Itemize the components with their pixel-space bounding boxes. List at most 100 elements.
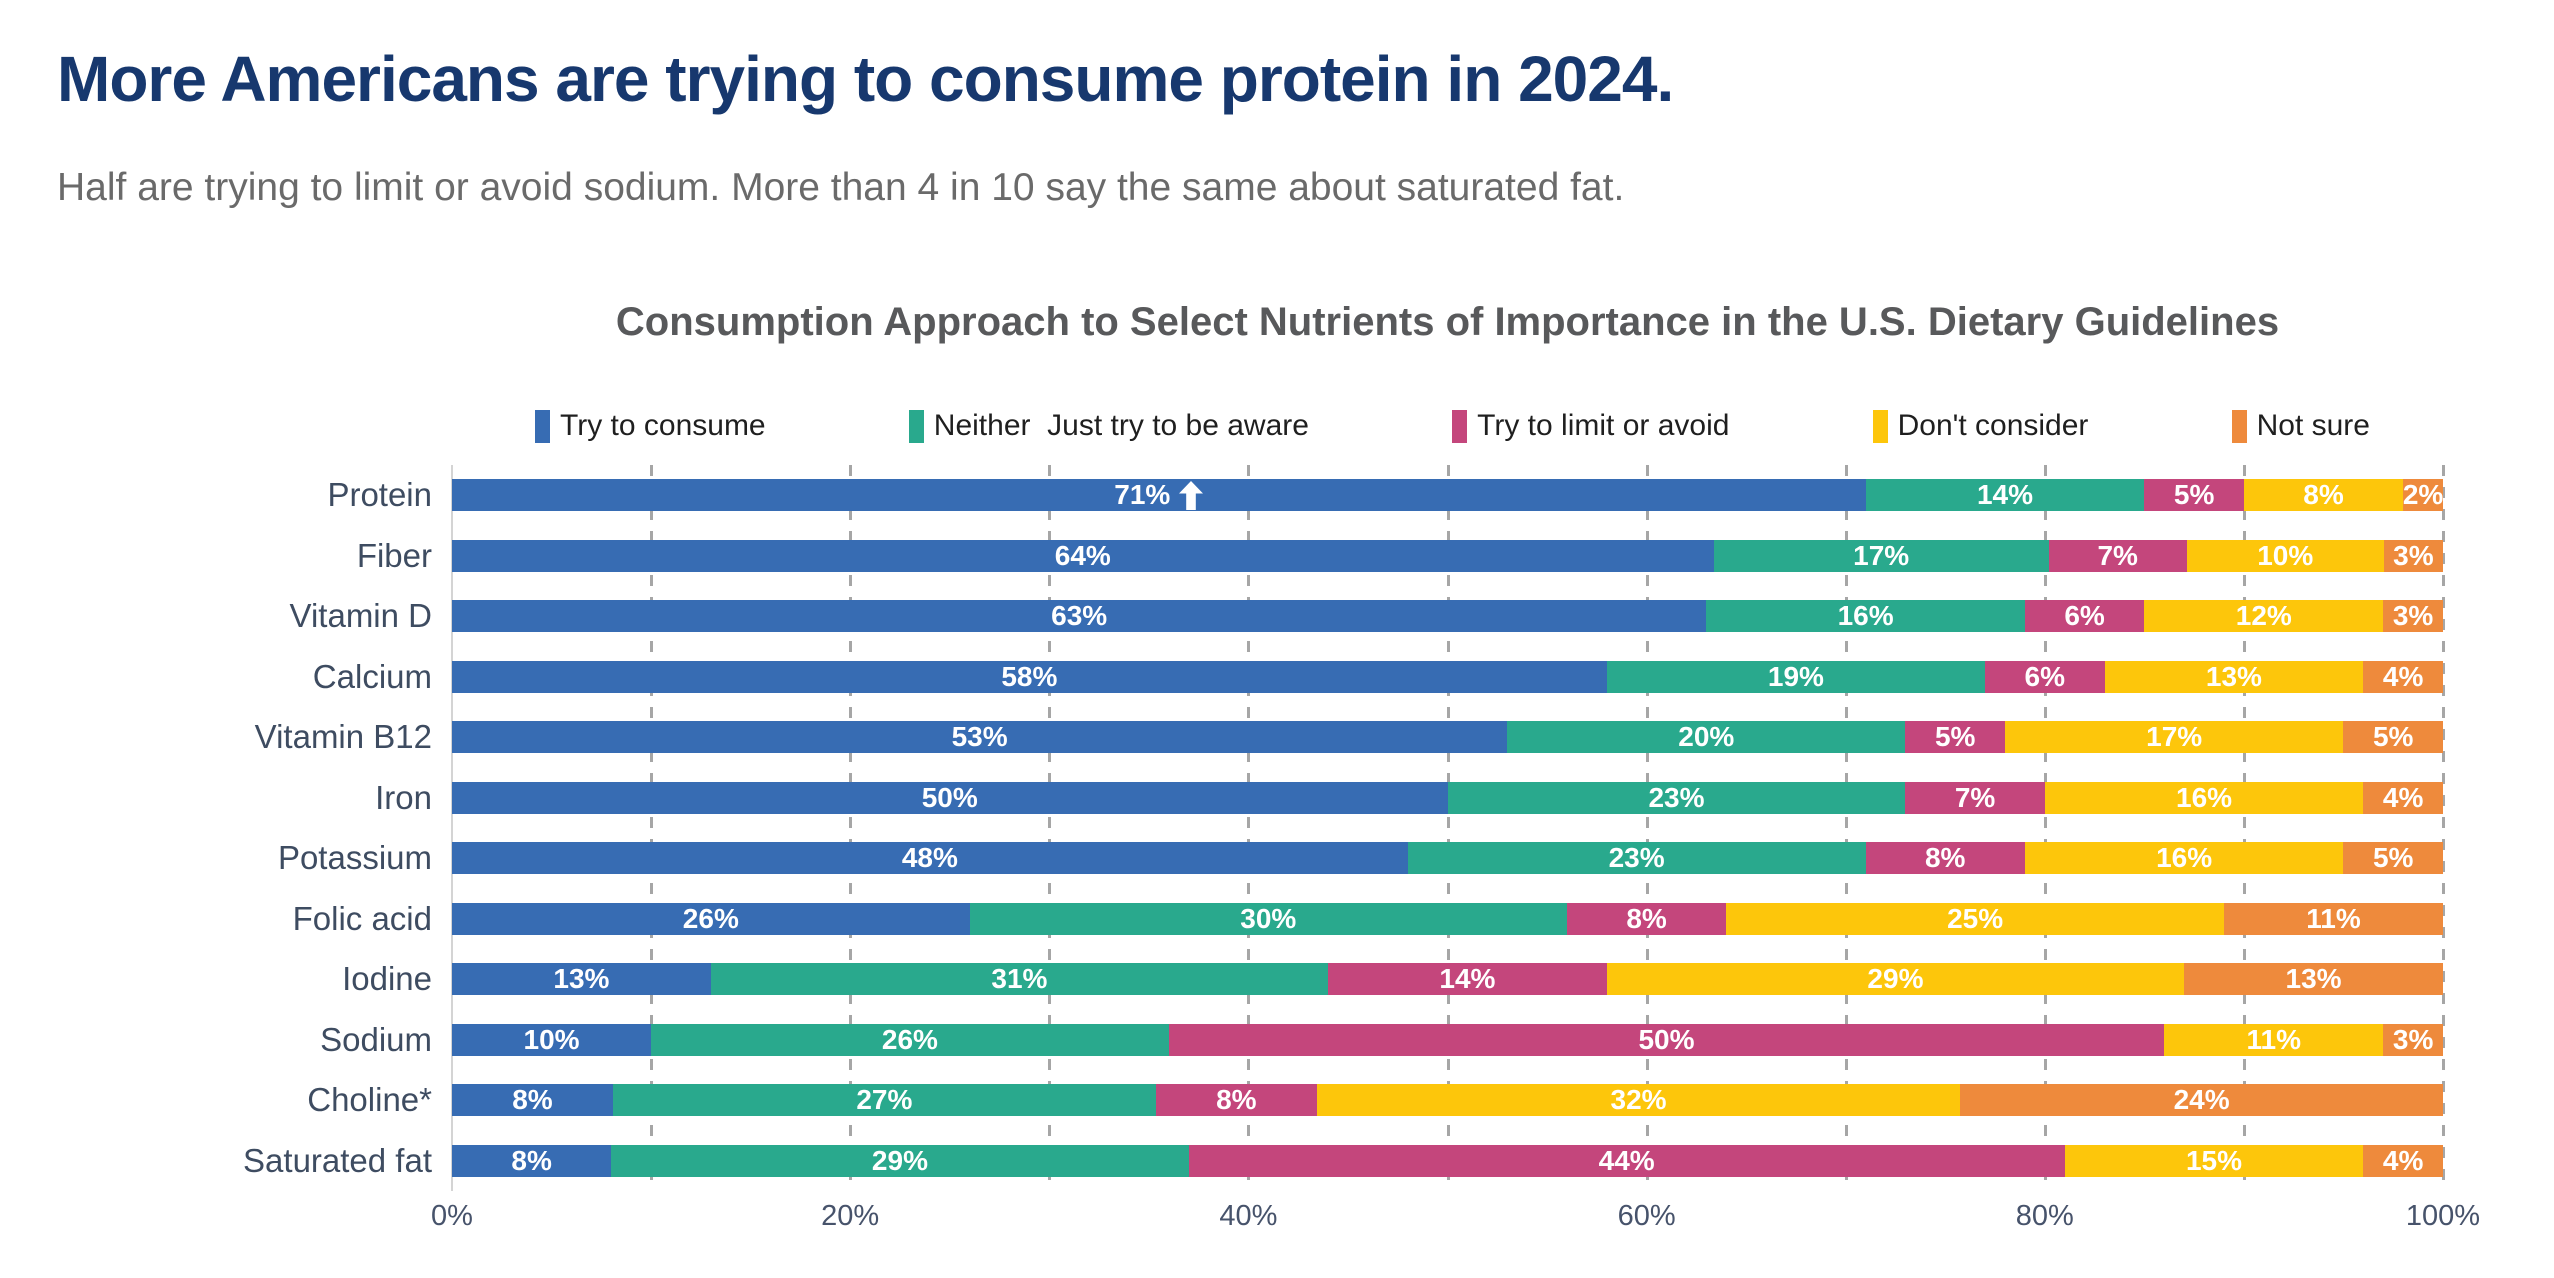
- bar-segment: 8%: [452, 1144, 612, 1177]
- bar-segment: 71%: [452, 479, 1866, 511]
- segment-value-label: 4%: [2382, 660, 2424, 692]
- segment-value-label: 32%: [1610, 1084, 1667, 1115]
- legend-item: Neither Just try to be aware: [908, 409, 1309, 443]
- legend-item: Try to consume: [535, 409, 766, 443]
- legend-swatch-icon: [908, 409, 924, 443]
- segment-value-label: 25%: [1947, 902, 2004, 934]
- bar-segment: 5%: [1905, 721, 2005, 753]
- bar-segment: 8%: [1155, 1084, 1317, 1116]
- bar-segment: 50%: [1168, 1023, 2165, 1056]
- bar-segment: 8%: [2243, 479, 2404, 511]
- segment-value-label: 13%: [553, 963, 610, 994]
- x-axis-tick-label: 40%: [1219, 1200, 1278, 1232]
- bar-segment: 26%: [452, 902, 970, 935]
- x-axis-tick-label: 20%: [821, 1200, 880, 1232]
- category-label: Iron: [375, 778, 432, 816]
- up-arrow-icon: [1179, 480, 1204, 510]
- legend-item: Don't consider: [1872, 409, 2088, 443]
- segment-value-label: 27%: [856, 1084, 913, 1115]
- category-label: Sodium: [320, 1020, 432, 1058]
- segment-value-label: 11%: [2306, 902, 2361, 934]
- bar-segment: 31%: [710, 963, 1329, 995]
- segment-value-label: 10%: [2257, 539, 2314, 571]
- segment-value-label: 5%: [1934, 721, 1976, 752]
- bar-segment: 25%: [1726, 902, 2224, 935]
- segment-value-label: 2%: [2402, 479, 2444, 510]
- bar-segment: 26%: [651, 1023, 1169, 1056]
- segment-value-label: 3%: [2393, 539, 2434, 571]
- bar-segment: 7%: [2048, 539, 2187, 572]
- bar-segment: 48%: [452, 842, 1408, 874]
- segment-value-label: 5%: [2173, 479, 2215, 510]
- segment-value-label: 17%: [1853, 539, 1910, 571]
- bar-row: 63% 16% 6% 12% 3%: [452, 600, 2443, 632]
- bar-segment: 2%: [2403, 479, 2443, 511]
- bar-row: 50% 23% 7% 16% 4%: [452, 781, 2443, 814]
- legend-item-label: Try to limit or avoid: [1477, 409, 1730, 442]
- bar-row: 58% 19% 6% 13% 4%: [452, 660, 2443, 693]
- segment-value-label: 14%: [1439, 963, 1496, 994]
- category-label: Fiber: [356, 536, 432, 574]
- legend-item-label: Try to consume: [560, 409, 766, 442]
- category-label: Vitamin D: [289, 597, 432, 635]
- segment-value-label: 8%: [511, 1144, 552, 1176]
- bar-segment: 6%: [1985, 660, 2105, 693]
- segment-value-label: 8%: [1626, 902, 1667, 934]
- bar-segment: 8%: [452, 1084, 613, 1116]
- bar-row: 10% 26% 50% 11% 3%: [452, 1023, 2443, 1056]
- bar-segment: 44%: [1188, 1144, 2065, 1177]
- category-label: Saturated fat: [243, 1141, 432, 1179]
- segment-value-label: 13%: [2285, 963, 2342, 994]
- bar-segment: 20%: [1507, 721, 1906, 753]
- bar-row: 26% 30% 8% 25% 11%: [452, 902, 2443, 935]
- bar-segment: 13%: [2184, 963, 2443, 995]
- segment-value-label: 24%: [2173, 1084, 2230, 1115]
- category-label: Calcium: [312, 657, 432, 695]
- segment-value-label: 11%: [2246, 1023, 2302, 1055]
- bar-segment: 4%: [2363, 660, 2443, 693]
- legend-item: Try to limit or avoid: [1452, 409, 1729, 443]
- category-label: Folic acid: [292, 899, 432, 937]
- segment-value-label: 4%: [2382, 781, 2424, 813]
- legend-swatch-icon: [1452, 409, 1468, 443]
- gridline: [1048, 465, 1052, 1191]
- segment-value-label: 6%: [2024, 660, 2065, 692]
- bar-segment: 3%: [2383, 1023, 2443, 1056]
- segment-value-label: 50%: [1638, 1023, 1695, 1055]
- segment-value-label: 14%: [1976, 479, 2033, 510]
- segment-value-label: 71%: [1114, 479, 1204, 511]
- bar-segment: 13%: [452, 963, 711, 995]
- legend-swatch-icon: [535, 409, 550, 443]
- bar-segment: 23%: [1407, 842, 1866, 874]
- segment-value-label: 20%: [1678, 721, 1735, 752]
- bar-segment: 24%: [1960, 1084, 2443, 1116]
- segment-value-label: 8%: [1216, 1084, 1257, 1115]
- bar-segment: 10%: [2186, 539, 2384, 572]
- segment-value-label: 31%: [991, 963, 1048, 994]
- bar-segment: 16%: [2024, 842, 2344, 874]
- segment-value-label: 8%: [512, 1084, 553, 1115]
- segment-value-label: 6%: [2064, 600, 2105, 631]
- x-axis-tick-label: 80%: [2015, 1200, 2074, 1232]
- segment-value-label: 15%: [2185, 1144, 2243, 1176]
- bar-segment: 12%: [2144, 600, 2384, 632]
- segment-value-label: 58%: [1001, 660, 1058, 692]
- bar-segment: 7%: [1905, 781, 2045, 814]
- segment-value-label: 48%: [901, 842, 958, 873]
- bar-segment: 4%: [2363, 781, 2443, 814]
- bar-segment: 14%: [1865, 479, 2145, 511]
- bar-segment: 17%: [1713, 539, 2049, 572]
- bar-segment: 63%: [452, 600, 1707, 632]
- legend-swatch-icon: [2231, 409, 2247, 443]
- bar-segment: 4%: [2363, 1144, 2443, 1177]
- segment-value-label: 30%: [1240, 902, 1297, 934]
- axis-line: [451, 465, 453, 1191]
- bar-segment: 29%: [611, 1144, 1189, 1177]
- bar-segment: 3%: [2383, 539, 2443, 572]
- segment-value-label: 8%: [2303, 479, 2344, 510]
- gridline: [849, 465, 853, 1191]
- gridline: [2043, 465, 2047, 1191]
- segment-value-label: 10%: [523, 1023, 580, 1055]
- bar-segment: 14%: [1328, 963, 1607, 995]
